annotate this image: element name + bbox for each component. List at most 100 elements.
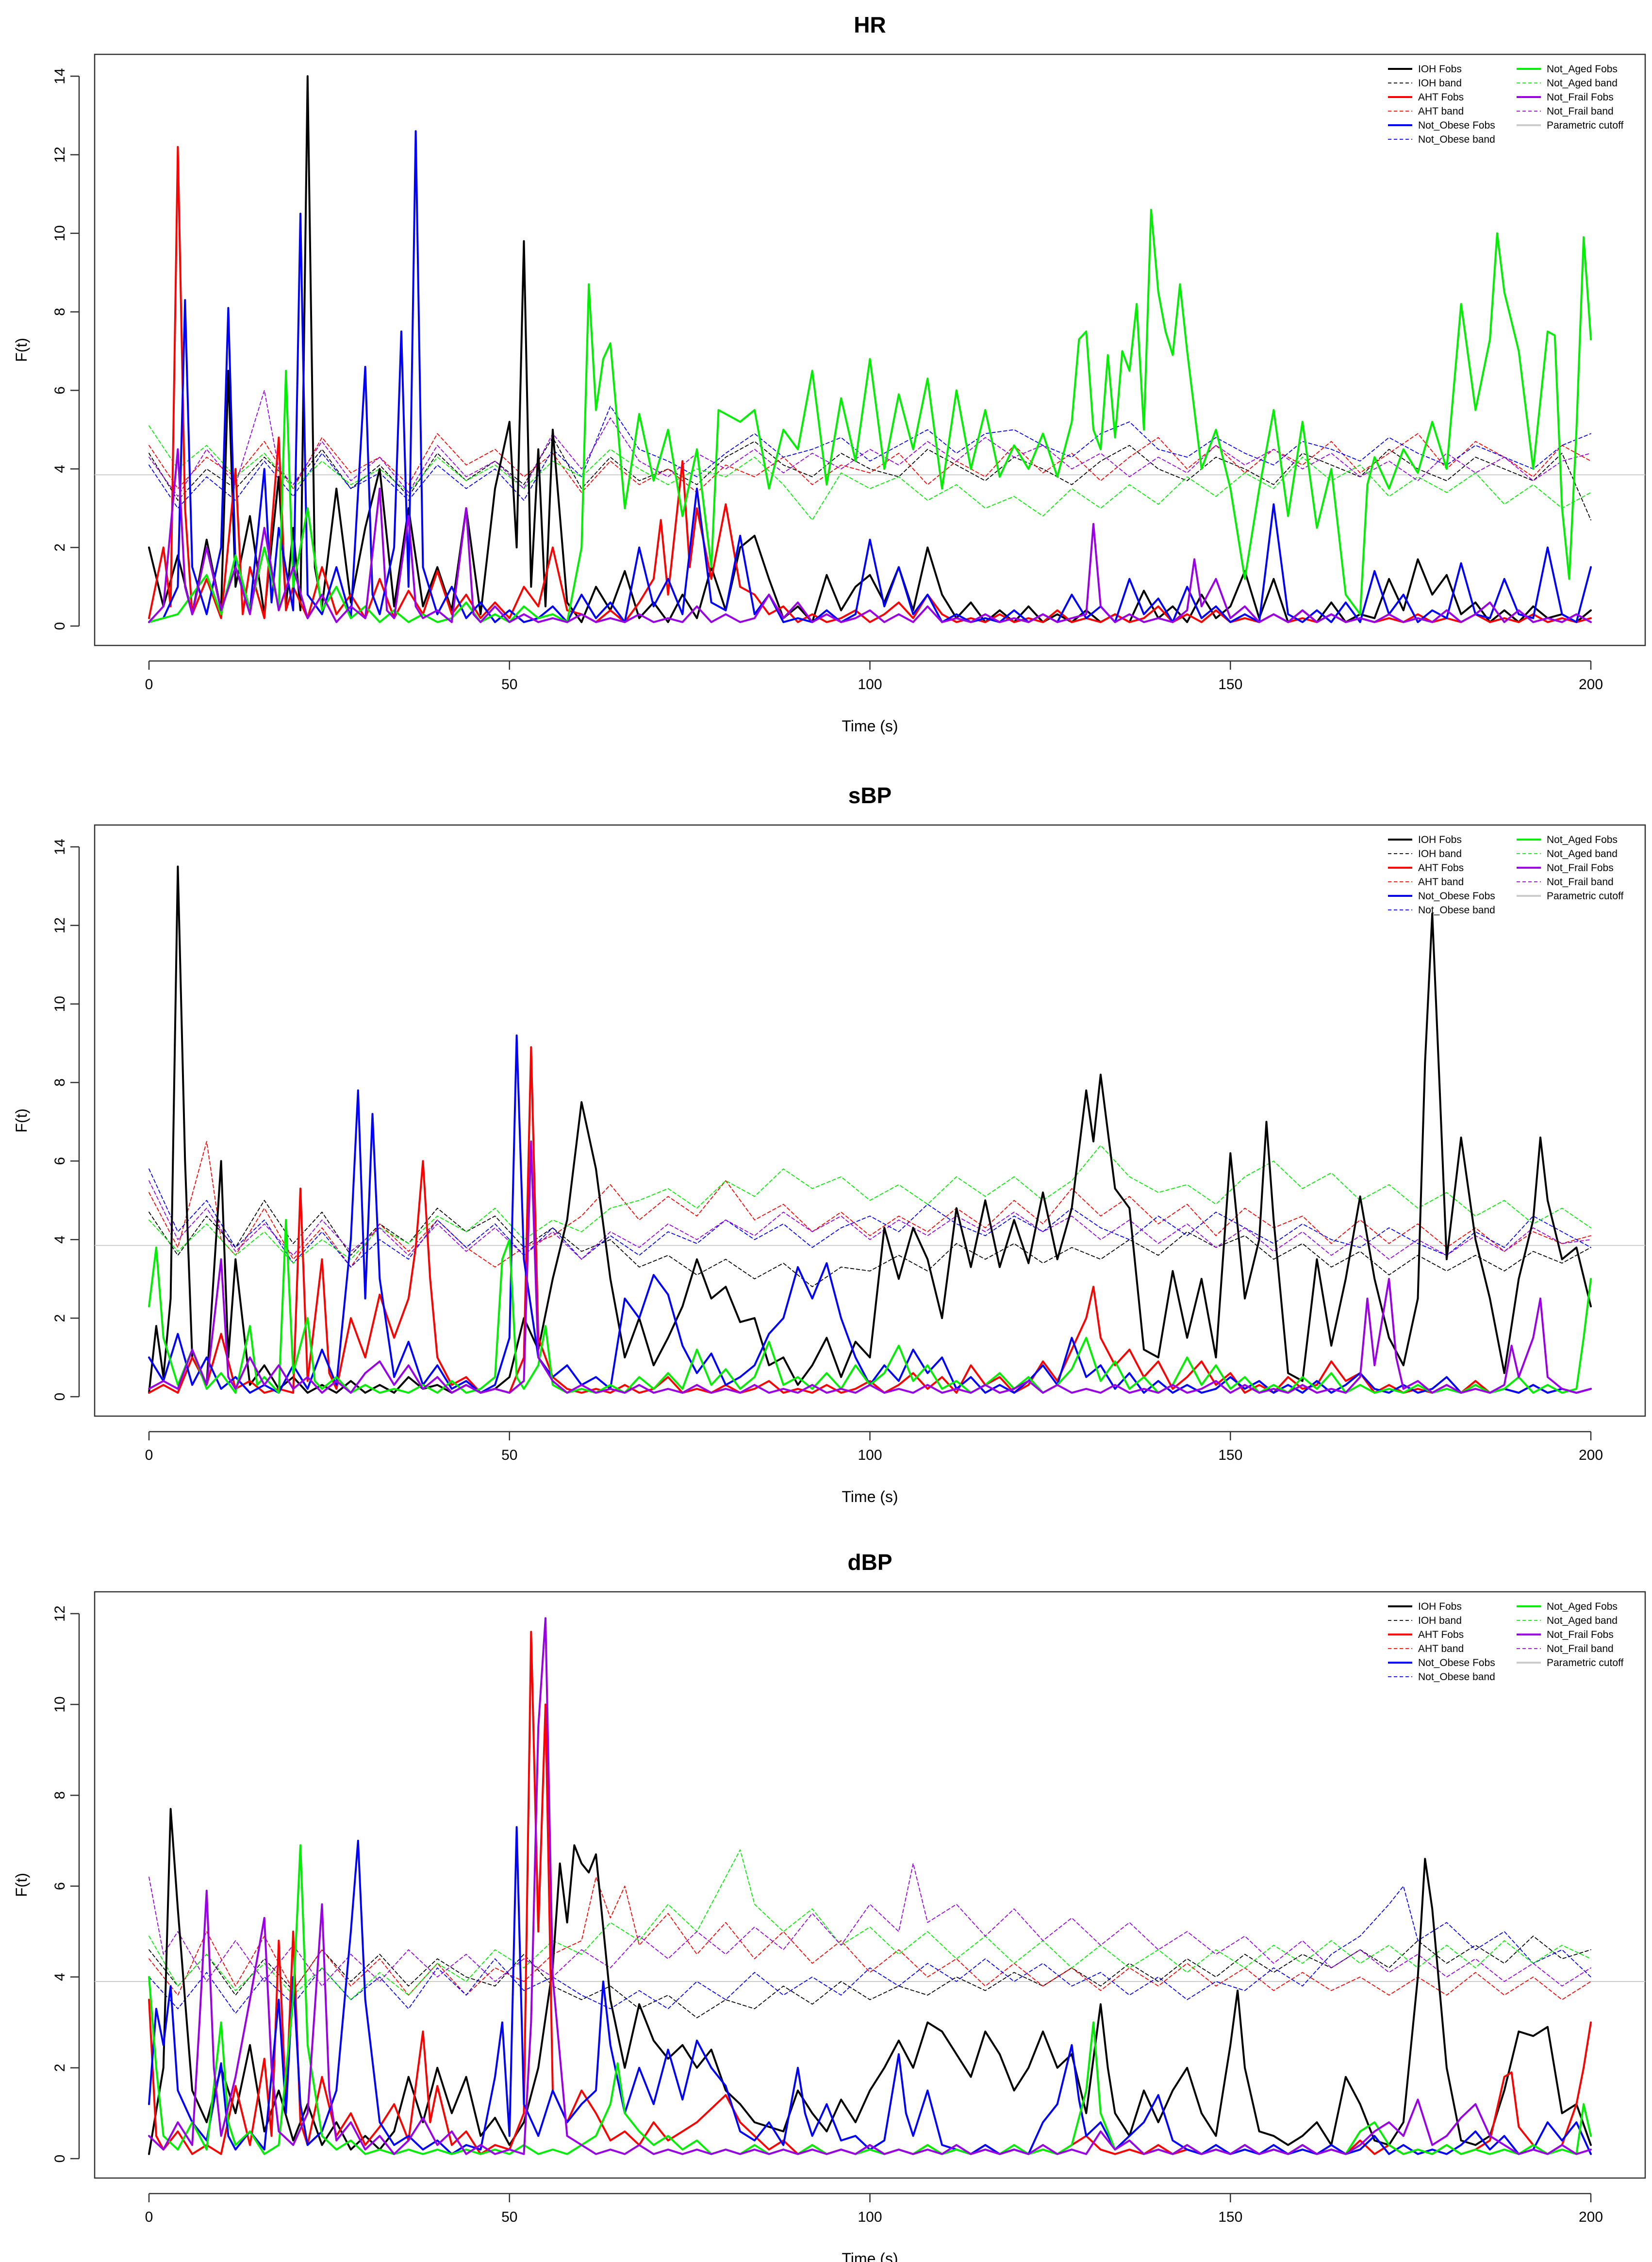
- y-tick-label: 0: [52, 2155, 68, 2163]
- series-ioh-fobs: [148, 1808, 1592, 2155]
- x-tick-label: 0: [145, 1447, 153, 1463]
- series-ioh-fobs: [148, 75, 1592, 623]
- panel-dbp: dBP 0 50 100 150 200 Time (s) 0 2 4 6 8 10 12 F(t) IOH …: [13, 1550, 1646, 2262]
- series-not-aged-band: [149, 1849, 1591, 2000]
- legend-label-not-obese-fobs: Not_Obese Fobs: [1418, 1657, 1495, 1668]
- y-tick-label: 2: [52, 544, 68, 552]
- legend-label-not-frail-band: Not_Frail band: [1547, 1643, 1614, 1654]
- series-not-obese-band: [149, 405, 1591, 509]
- series-ioh-band: [149, 437, 1591, 521]
- y-tick-label: 4: [52, 465, 68, 473]
- y-tick-label: 6: [52, 1882, 68, 1890]
- series-not-frail-band: [149, 1180, 1591, 1260]
- legend-label-ioh-fobs: IOH Fobs: [1418, 1601, 1462, 1612]
- y-tick-label: 2: [52, 1314, 68, 1322]
- y-tick-label: 4: [52, 1973, 68, 1981]
- legend-label-aht-band: AHT band: [1418, 1643, 1464, 1654]
- legend-label-not-obese-fobs: Not_Obese Fobs: [1418, 891, 1495, 902]
- series-not-obese-fobs: [148, 1826, 1592, 2155]
- series-aht-fobs: [148, 1046, 1592, 1394]
- legend-label-ioh-fobs: IOH Fobs: [1418, 834, 1462, 845]
- x-tick-label: 200: [1579, 2209, 1603, 2225]
- legend-label-not-obese-band: Not_Obese band: [1418, 905, 1495, 916]
- x-tick-label: 50: [501, 1447, 517, 1463]
- series-not-frail-fobs: [148, 1617, 1592, 2155]
- y-tick-label: 4: [52, 1236, 68, 1244]
- x-axis-label: Time (s): [842, 2250, 898, 2262]
- legend-label-not-obese-band: Not_Obese band: [1418, 1671, 1495, 1683]
- x-axis-label: Time (s): [842, 717, 898, 735]
- y-tick-label: 6: [52, 1157, 68, 1165]
- series-aht-band: [149, 1141, 1591, 1268]
- plot-frame: [94, 824, 1646, 1417]
- legend-label-not-frail-band: Not_Frail band: [1547, 106, 1614, 117]
- legend: IOH Fobs IOH band AHT Fobs AHT band Not_Obes…: [1388, 834, 1624, 916]
- legend-label-ioh-band: IOH band: [1418, 1615, 1462, 1626]
- x-tick-label: 50: [501, 677, 517, 693]
- legend: IOH Fobs IOH band AHT Fobs AHT band Not_Obes…: [1388, 64, 1624, 145]
- x-tick-label: 100: [858, 2209, 882, 2225]
- legend-label-parametric-cutoff: Parametric cutoff: [1547, 1657, 1624, 1668]
- legend-label-not-frail-band: Not_Frail band: [1547, 876, 1614, 888]
- legend-label-parametric-cutoff: Parametric cutoff: [1547, 120, 1624, 131]
- legend-label-not-obese-fobs: Not_Obese Fobs: [1418, 120, 1495, 131]
- y-tick-label: 0: [52, 622, 68, 630]
- plot-frame: [94, 53, 1646, 646]
- series-group: [148, 865, 1592, 1394]
- x-tick-label: 0: [145, 2209, 153, 2225]
- y-tick-label: 14: [52, 839, 68, 855]
- series-not-aged-band: [149, 1145, 1591, 1264]
- legend-label-ioh-band: IOH band: [1418, 78, 1462, 89]
- legend-label-not-aged-band: Not_Aged band: [1547, 1615, 1618, 1626]
- series-group: [148, 75, 1592, 623]
- y-tick-label: 12: [52, 1605, 68, 1621]
- legend-label-aht-band: AHT band: [1418, 876, 1464, 888]
- legend-label-not-aged-fobs: Not_Aged Fobs: [1547, 1601, 1618, 1612]
- legend: IOH Fobs IOH band AHT Fobs AHT band Not_Obes…: [1388, 1601, 1624, 1683]
- y-tick-label: 2: [52, 2064, 68, 2072]
- series-not-frail-band: [149, 1863, 1591, 1987]
- legend-label-aht-fobs: AHT Fobs: [1418, 1629, 1464, 1640]
- series-aht-band: [149, 1876, 1591, 2000]
- legend-label-aht-fobs: AHT Fobs: [1418, 862, 1464, 874]
- y-axis-label: F(t): [13, 1108, 30, 1133]
- legend-label-not-obese-band: Not_Obese band: [1418, 134, 1495, 145]
- series-aht-band: [149, 433, 1591, 493]
- legend-label-aht-band: AHT band: [1418, 106, 1464, 117]
- y-tick-label: 12: [52, 917, 68, 933]
- series-not-obese-band: [149, 1885, 1591, 2014]
- y-tick-label: 8: [52, 1078, 68, 1087]
- legend-label-not-frail-fobs: Not_Frail Fobs: [1547, 92, 1614, 103]
- y-axis-label: F(t): [13, 1873, 30, 1897]
- x-tick-label: 200: [1579, 1447, 1603, 1463]
- y-tick-label: 0: [52, 1393, 68, 1401]
- series-not-frail-fobs: [148, 448, 1592, 623]
- x-tick-label: 150: [1218, 1447, 1242, 1463]
- legend-label-ioh-band: IOH band: [1418, 848, 1462, 859]
- x-tick-label: 100: [858, 677, 882, 693]
- y-tick-label: 12: [52, 147, 68, 163]
- y-tick-label: 8: [52, 308, 68, 316]
- legend-label-parametric-cutoff: Parametric cutoff: [1547, 891, 1624, 902]
- x-axis-label: Time (s): [842, 1488, 898, 1505]
- y-tick-label: 10: [52, 225, 68, 241]
- x-tick-label: 50: [501, 2209, 517, 2225]
- series-not-obese-fobs: [148, 1034, 1592, 1394]
- y-tick-label: 6: [52, 386, 68, 395]
- legend-label-not-frail-fobs: Not_Frail Fobs: [1547, 1629, 1614, 1640]
- chart-title: HR: [854, 12, 886, 37]
- series-not-frail-fobs: [148, 1140, 1592, 1394]
- series-not-aged-band: [149, 425, 1591, 521]
- y-tick-label: 8: [52, 1791, 68, 1800]
- series-group: [148, 1617, 1592, 2155]
- panel-hr: HR 0 50 100 150 200 Time (s) 0 2 4 6 8 10 12 14 F(t) IOH…: [13, 12, 1646, 735]
- x-tick-label: 200: [1579, 677, 1603, 693]
- legend-label-aht-fobs: AHT Fobs: [1418, 92, 1464, 103]
- y-axis-label: F(t): [13, 338, 30, 362]
- legend-label-not-aged-band: Not_Aged band: [1547, 848, 1618, 859]
- x-tick-label: 150: [1218, 677, 1242, 693]
- chart-title: dBP: [848, 1550, 892, 1575]
- y-tick-label: 14: [52, 68, 68, 84]
